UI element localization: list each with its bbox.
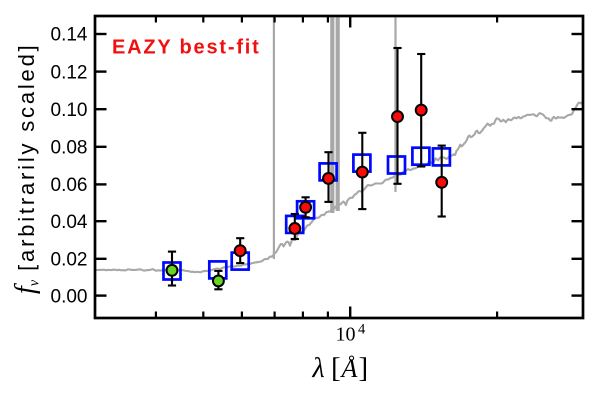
svg-text:0.10: 0.10: [51, 100, 88, 121]
svg-text:EAZY best-fit: EAZY best-fit: [112, 37, 261, 59]
svg-text:4: 4: [358, 322, 366, 338]
svg-text:0.08: 0.08: [51, 138, 88, 159]
svg-text:fν [arbitrarily scaled]: fν [arbitrarily scaled]: [10, 42, 43, 294]
svg-text:λ: λ: [312, 353, 325, 384]
svg-text:0.04: 0.04: [51, 212, 88, 233]
svg-text:0.14: 0.14: [51, 25, 88, 46]
svg-text:0.02: 0.02: [51, 250, 88, 271]
svg-text:[: [: [331, 352, 341, 384]
svg-text:Å: Å: [340, 354, 358, 383]
svg-text:0.12: 0.12: [51, 62, 88, 83]
svg-text:]: ]: [359, 352, 369, 384]
svg-text:0.06: 0.06: [51, 175, 88, 196]
svg-text:10: 10: [336, 324, 356, 346]
svg-text:0.00: 0.00: [51, 286, 88, 307]
